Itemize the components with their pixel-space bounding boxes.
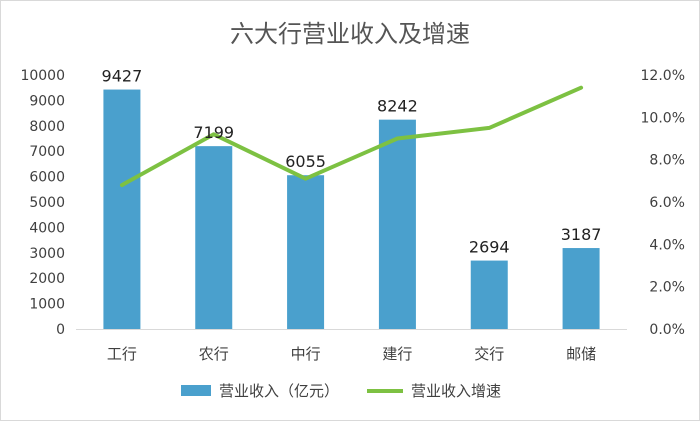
right-axis-tick-label: 2.0%	[649, 280, 685, 296]
category-label: 邮储	[566, 345, 596, 363]
bar-data-label: 8242	[377, 97, 418, 116]
left-axis-tick-label: 5000	[29, 195, 65, 211]
bar	[195, 146, 233, 329]
left-axis-tick-label: 4000	[29, 220, 65, 236]
left-axis-tick-label: 10000	[20, 68, 65, 84]
category-label: 农行	[199, 345, 229, 363]
bar	[470, 260, 508, 329]
legend-swatch-bar	[181, 385, 211, 396]
category-label: 工行	[107, 345, 137, 363]
left-axis-tick-label: 9000	[29, 93, 65, 109]
chart-title: 六大行营业收入及增速	[230, 20, 470, 48]
category-label: 交行	[474, 345, 504, 363]
data-labels: 9427 7199 6055 8242 2694 3187	[102, 67, 602, 257]
bar	[103, 89, 141, 329]
line-series	[119, 85, 584, 188]
left-axis-tick-label: 1000	[29, 297, 65, 313]
right-axis-tick-label: 4.0%	[649, 237, 685, 253]
left-axis-tick-label: 3000	[29, 246, 65, 262]
bar-data-label: 7199	[193, 123, 234, 142]
growth-line	[119, 85, 584, 188]
legend-label-bar: 营业收入（亿元）	[219, 382, 339, 400]
right-axis-tick-label: 12.0%	[641, 68, 685, 84]
bar-data-label: 9427	[102, 67, 143, 86]
left-axis-tick-label: 7000	[29, 144, 65, 160]
category-label: 建行	[382, 345, 412, 363]
right-axis-tick-label: 6.0%	[649, 195, 685, 211]
right-axis-tick-label: 10.0%	[641, 110, 685, 126]
bar	[562, 248, 600, 329]
category-label: 中行	[291, 345, 321, 363]
right-axis: 0.0% 2.0% 4.0% 6.0% 8.0% 10.0% 12.0%	[641, 68, 685, 338]
bar	[378, 119, 416, 329]
legend-label-line: 营业收入增速	[411, 382, 501, 400]
bar-data-label: 3187	[561, 225, 602, 244]
bar-data-label: 2694	[469, 238, 510, 257]
right-axis-tick-label: 0.0%	[649, 322, 685, 338]
bar	[287, 175, 325, 329]
left-axis-tick-label: 8000	[29, 119, 65, 135]
left-axis: 0 1000 2000 3000 4000 5000 6000 7000 8000 9000 100…	[20, 68, 627, 338]
left-axis-tick-label: 2000	[29, 271, 65, 287]
left-axis-tick-label: 6000	[29, 170, 65, 186]
category-labels: 工行 农行 中行 建行 交行 邮储	[107, 345, 596, 363]
right-axis-tick-label: 8.0%	[649, 153, 685, 169]
legend: 营业收入（亿元） 营业收入增速	[181, 382, 501, 400]
bar-series	[103, 89, 600, 329]
bar-data-label: 6055	[285, 152, 326, 171]
left-axis-tick-label: 0	[56, 322, 65, 338]
